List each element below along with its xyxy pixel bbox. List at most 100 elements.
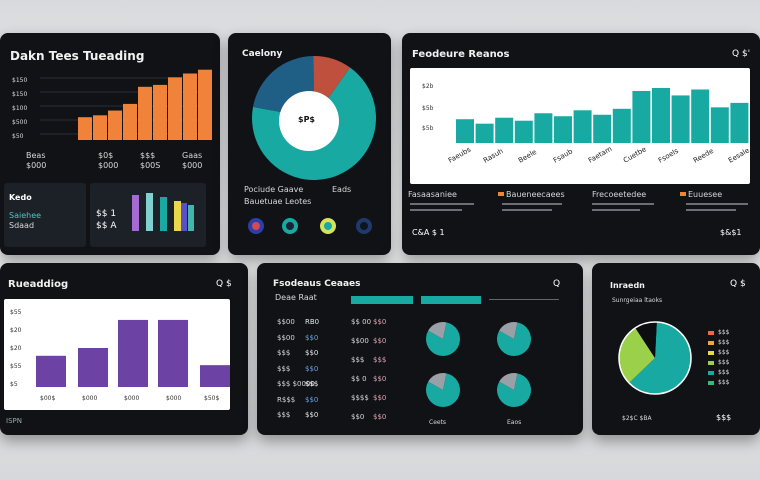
- x-label: Cuetbe: [622, 145, 648, 164]
- donut-slice: [635, 322, 657, 358]
- bar: [632, 90, 651, 143]
- bar: [691, 89, 710, 143]
- x-label: $0$: [98, 151, 114, 160]
- mini-bar: [181, 203, 187, 231]
- bar: [108, 110, 122, 140]
- card-title: Caelony: [242, 49, 283, 59]
- card-reading: Rueaddiog Q $ $55 $20 $20 $55 $5 $00$ $0…: [0, 263, 248, 435]
- legend-label: Baueneecaees: [506, 190, 565, 199]
- y-tick: $20: [10, 345, 22, 352]
- mini-bar: [188, 205, 194, 231]
- x-label: $000: [82, 395, 98, 402]
- case-row-label: $$$: [277, 411, 291, 419]
- legend-swatch: [708, 331, 714, 335]
- bar: [168, 77, 182, 140]
- bar: [118, 319, 148, 387]
- donut-hole: [279, 91, 339, 151]
- header-bar: [351, 296, 413, 304]
- case-row-value: $$0: [373, 337, 387, 345]
- bar: [514, 120, 533, 143]
- footer-sub: Bauetuae Leotes: [244, 197, 312, 206]
- bar: [198, 69, 212, 140]
- donut-chart-insights: [618, 321, 692, 395]
- bar: [554, 116, 572, 143]
- legend-item: Frecoeetedee: [592, 190, 646, 199]
- bar: [200, 365, 230, 387]
- x-label: $000: [26, 161, 47, 170]
- bar: [123, 103, 137, 140]
- x-label: Faeubs: [447, 145, 473, 164]
- case-row-value: $$0: [305, 349, 319, 357]
- legend-label: $$$: [718, 329, 730, 336]
- x-label: $00$: [40, 395, 56, 402]
- legend-item: Fasaasaniee: [408, 190, 457, 199]
- pie-slice: [426, 373, 460, 407]
- legend-label: $$$: [718, 339, 730, 346]
- x-label: $00S: [140, 161, 161, 170]
- bar: [612, 108, 631, 143]
- donut-slice: [629, 322, 691, 394]
- bar: [456, 119, 474, 143]
- bar: [36, 355, 66, 387]
- bar: [93, 115, 107, 140]
- case-row-value: $$0: [373, 375, 387, 383]
- pie-slice: [499, 322, 518, 339]
- bar: [593, 114, 612, 143]
- pie-slice: [428, 373, 447, 390]
- card-title: Rueaddiog: [8, 279, 69, 290]
- pie-slice: [428, 322, 447, 339]
- corner-label: Q $': [732, 49, 751, 59]
- legend-label: $$$: [718, 379, 730, 386]
- pie-label: Ceets: [429, 419, 447, 426]
- card-title: Inraedn: [610, 281, 645, 290]
- bar: [78, 348, 108, 387]
- case-row-label: $$$: [277, 364, 291, 373]
- corner-label: Q $: [216, 279, 232, 289]
- pie-slice: [497, 322, 531, 356]
- header-bar: [421, 296, 481, 304]
- case-row-label: $$ 0: [351, 375, 367, 383]
- x-label: Rasuh: [482, 147, 505, 165]
- value-sub: $$ A: [96, 221, 117, 231]
- legend-swatch: [708, 341, 714, 345]
- case-row-label: $$ 00: [351, 318, 372, 326]
- legend-item: Baueneecaees: [506, 190, 565, 199]
- header-bars: [351, 296, 559, 304]
- y-tick: $20: [10, 327, 22, 334]
- bar: [158, 319, 188, 387]
- y-tick: $5b: [422, 125, 434, 132]
- legend-swatch: [708, 381, 714, 385]
- corner-label: Q $: [730, 279, 746, 289]
- bar: [475, 123, 494, 143]
- footer-label: ISPN: [6, 417, 22, 425]
- value-label: $$ 1: [96, 209, 117, 219]
- indicator-dots: [248, 218, 372, 234]
- legend-item: Euuesee: [688, 190, 722, 199]
- legend-label: Frecoeetedee: [592, 190, 647, 199]
- legend-label: Euuesee: [688, 190, 723, 199]
- case-row-value: $$0: [373, 413, 387, 421]
- legend-swatch: [498, 192, 504, 196]
- x-label: Beas: [26, 151, 46, 160]
- legend-title: Kedo: [9, 193, 32, 202]
- case-row-label: $$$: [351, 356, 365, 364]
- bar: [78, 117, 92, 140]
- footer-right: Eads: [332, 185, 352, 194]
- footer-left: Pociude Gaave: [244, 185, 304, 194]
- bar-chart-panel: [4, 299, 230, 410]
- x-label: $000: [98, 161, 119, 170]
- legend-swatch: [708, 351, 714, 355]
- bar: [495, 117, 514, 143]
- case-row-label: $$$: [277, 349, 291, 357]
- subtitle: Deae Raat: [275, 293, 317, 302]
- bar: [534, 113, 553, 143]
- pie-slice: [497, 373, 531, 407]
- x-label: $$$: [140, 151, 156, 160]
- legend-detail-lines: [410, 203, 748, 211]
- case-row-value: RB0: [305, 318, 320, 326]
- donut-chart-category: [252, 56, 376, 181]
- legend-swatch: [708, 361, 714, 365]
- bar-chart-trending: [40, 69, 212, 140]
- bar: [710, 107, 729, 143]
- pie-grid: [426, 322, 531, 407]
